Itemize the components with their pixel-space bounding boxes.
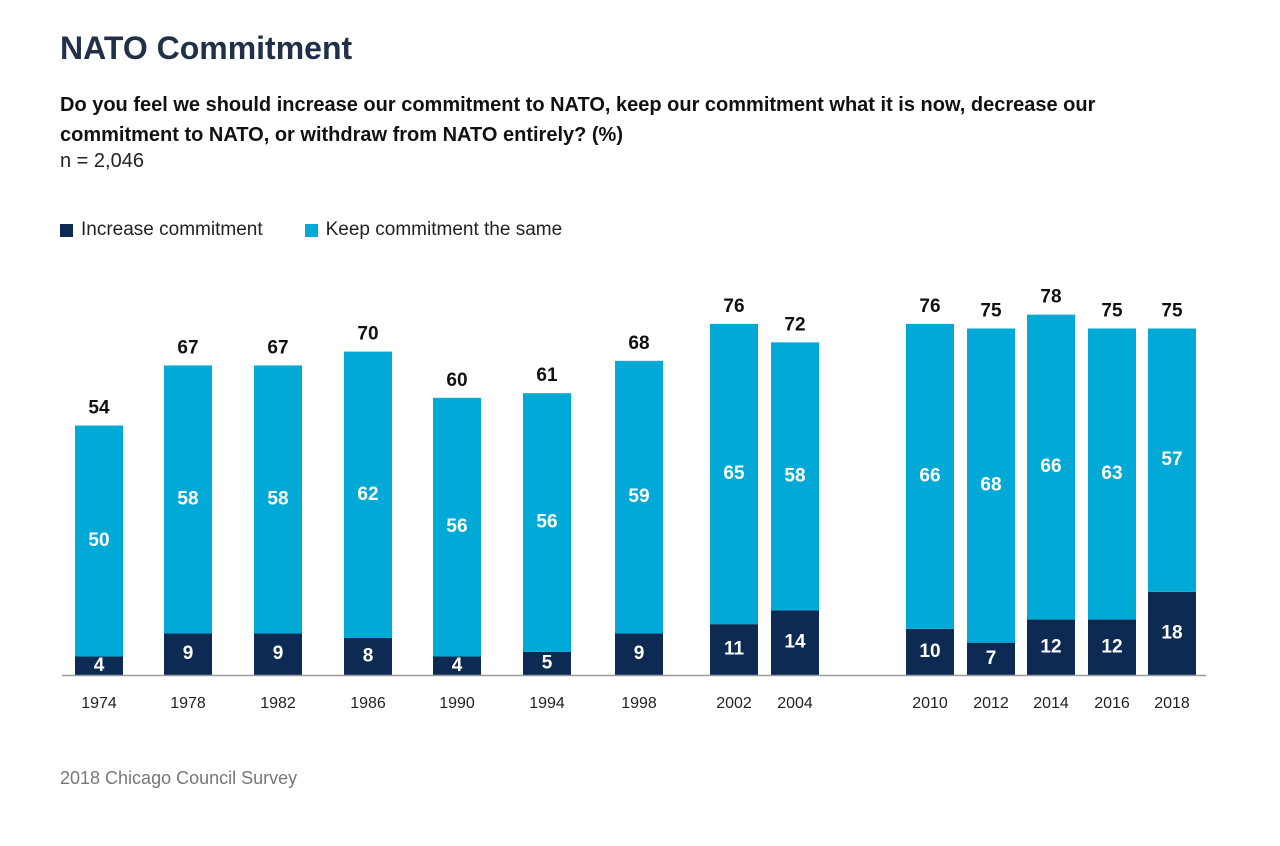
bar-keep-2004: [771, 342, 819, 611]
x-tick-1998: 1998: [621, 695, 657, 712]
chart-legend: Increase commitment Keep commitment the …: [60, 219, 562, 241]
data-label-keep-1974: 50: [88, 530, 109, 551]
total-label-1998: 68: [628, 333, 649, 354]
total-label-1994: 61: [536, 365, 558, 386]
total-label-2018: 75: [1161, 301, 1183, 322]
x-tick-2014: 2014: [1033, 695, 1069, 712]
data-label-increase-1998: 9: [634, 643, 645, 664]
data-label-keep-2010: 66: [919, 465, 940, 486]
data-label-keep-2004: 58: [784, 465, 805, 486]
bar-keep-1974: [75, 425, 123, 657]
data-label-keep-1990: 56: [446, 516, 467, 537]
x-tick-1974: 1974: [81, 695, 117, 712]
chart-title: NATO Commitment: [60, 30, 353, 66]
x-tick-2018: 2018: [1154, 695, 1190, 712]
bar-keep-2016: [1088, 328, 1136, 620]
data-label-keep-2012: 68: [980, 475, 1001, 496]
bar-increase-1978: [164, 633, 212, 675]
bar-keep-2018: [1148, 328, 1196, 592]
total-label-1982: 67: [267, 337, 288, 358]
bar-increase-1974: [75, 656, 123, 675]
data-label-keep-2018: 57: [1161, 449, 1182, 470]
x-tick-2002: 2002: [716, 695, 752, 712]
bar-keep-1982: [254, 365, 302, 634]
legend-label-increase: Increase commitment: [81, 219, 263, 240]
data-label-keep-1998: 59: [628, 486, 649, 507]
data-label-increase-2004: 14: [784, 632, 806, 653]
bar-increase-2014: [1027, 619, 1075, 675]
data-label-keep-1986: 62: [357, 484, 378, 505]
data-label-keep-1978: 58: [177, 488, 198, 509]
x-tick-1978: 1978: [170, 695, 206, 712]
x-tick-1986: 1986: [350, 695, 386, 712]
bar-increase-1990: [433, 656, 481, 675]
bar-increase-1982: [254, 633, 302, 675]
legend-label-keep: Keep commitment the same: [325, 219, 563, 240]
total-label-2016: 75: [1101, 301, 1123, 322]
data-label-keep-2016: 63: [1101, 463, 1122, 484]
bar-increase-1998: [615, 633, 663, 675]
legend-swatch-keep: [304, 223, 318, 237]
data-label-increase-2010: 10: [919, 641, 940, 662]
data-label-increase-2018: 18: [1161, 622, 1182, 643]
total-label-2004: 72: [784, 314, 805, 335]
total-label-2002: 76: [723, 296, 744, 317]
data-label-increase-2002: 11: [724, 639, 745, 660]
x-tick-2004: 2004: [777, 695, 813, 712]
x-tick-1982: 1982: [260, 695, 296, 712]
total-label-1978: 67: [177, 337, 198, 358]
total-label-2012: 75: [980, 301, 1002, 322]
x-tick-1990: 1990: [439, 695, 475, 712]
bar-keep-2010: [906, 323, 954, 629]
bar-increase-1994: [523, 651, 571, 675]
data-label-increase-2012: 7: [986, 648, 997, 669]
bar-keep-2014: [1027, 314, 1075, 620]
bar-keep-1998: [615, 360, 663, 634]
survey-question: Do you feel we should increase our commi…: [60, 94, 1096, 146]
data-label-increase-1994: 5: [542, 652, 553, 673]
bar-increase-2012: [967, 642, 1015, 675]
x-tick-2016: 2016: [1094, 695, 1130, 712]
legend-item-increase: Increase commitment: [60, 219, 263, 241]
total-label-2010: 76: [919, 296, 940, 317]
bar-keep-2012: [967, 328, 1015, 643]
data-label-increase-1990: 4: [452, 655, 463, 676]
data-label-keep-1994: 56: [536, 512, 557, 533]
bar-increase-2016: [1088, 619, 1136, 675]
data-label-increase-1986: 8: [363, 646, 374, 667]
bar-keep-1994: [523, 393, 571, 652]
total-label-1974: 54: [88, 398, 110, 419]
data-label-increase-1974: 4: [94, 655, 105, 676]
bar-keep-2002: [710, 323, 758, 625]
total-label-2014: 78: [1040, 287, 1061, 308]
bar-keep-1986: [344, 351, 392, 639]
bar-increase-2018: [1148, 591, 1196, 675]
bar-increase-1986: [344, 638, 392, 675]
x-tick-2012: 2012: [973, 695, 1009, 712]
legend-swatch-increase: [60, 223, 73, 237]
legend-item-keep: Keep commitment the same: [304, 219, 563, 241]
source-note: 2018 Chicago Council Survey: [60, 768, 298, 788]
data-label-keep-1982: 58: [267, 488, 288, 509]
data-label-increase-1982: 9: [273, 643, 284, 664]
data-label-keep-2002: 65: [723, 463, 745, 484]
bar-keep-1990: [433, 397, 481, 657]
bar-increase-2002: [710, 624, 758, 675]
data-label-keep-2014: 66: [1040, 456, 1061, 477]
bar-increase-2004: [771, 610, 819, 675]
data-label-increase-2014: 12: [1040, 636, 1061, 657]
bar-keep-1978: [164, 365, 212, 634]
sample-size: n = 2,046: [60, 150, 144, 172]
x-tick-2010: 2010: [912, 695, 948, 712]
total-label-1986: 70: [357, 324, 378, 345]
data-label-increase-1978: 9: [183, 643, 194, 664]
total-label-1990: 60: [446, 370, 467, 391]
x-tick-1994: 1994: [529, 695, 565, 712]
bar-increase-2010: [906, 628, 954, 675]
data-label-increase-2016: 12: [1101, 636, 1122, 657]
